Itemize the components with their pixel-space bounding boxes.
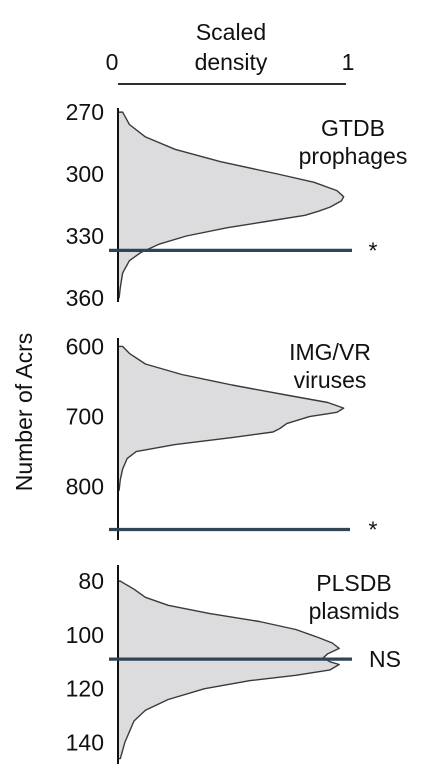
- panel-3-title-line-1: PLSDB: [316, 570, 391, 596]
- panel-3-tick-label-1: 100: [66, 622, 104, 648]
- top-axis: Scaled density 0 1: [106, 19, 355, 85]
- panel-1-tick-label-1: 300: [66, 161, 104, 187]
- panel-2-density-area: [117, 345, 345, 491]
- panel-1-tick-label-0: 270: [66, 99, 104, 125]
- panel-1-title-line-1: GTDB: [321, 115, 385, 141]
- panel-3-density-area: [117, 580, 340, 760]
- panel-1-tick-label-2: 330: [66, 223, 104, 249]
- y-axis-label: Number of Acrs: [11, 333, 37, 492]
- panel-3-significance: NS: [369, 646, 401, 672]
- panel-2-title-line-2: viruses: [294, 367, 367, 393]
- panel-1-density-area: [117, 111, 345, 299]
- top-axis-title-line-1: Scaled: [196, 19, 266, 45]
- panel-3-tick-label-2: 120: [66, 676, 104, 702]
- top-axis-tick-0: 0: [106, 49, 119, 75]
- top-axis-title-line-2: density: [195, 49, 268, 75]
- panel-2-title-line-1: IMG/VR: [289, 339, 371, 365]
- panel-3-tick-label-0: 80: [78, 568, 104, 594]
- panel-2-significance: *: [369, 516, 378, 542]
- panel-2-tick-label-1: 700: [66, 404, 104, 430]
- panel-3-title-line-2: plasmids: [309, 598, 400, 624]
- panel-1-tick-label-3: 360: [66, 285, 104, 311]
- panel-3-tick-label-3: 140: [66, 729, 104, 755]
- panel-2-tick-label-0: 600: [66, 333, 104, 359]
- panel-1-title-line-2: prophages: [299, 143, 408, 169]
- panel-2-tick-label-2: 800: [66, 474, 104, 500]
- top-axis-tick-1: 1: [342, 49, 355, 75]
- panel-1-significance: *: [369, 237, 378, 263]
